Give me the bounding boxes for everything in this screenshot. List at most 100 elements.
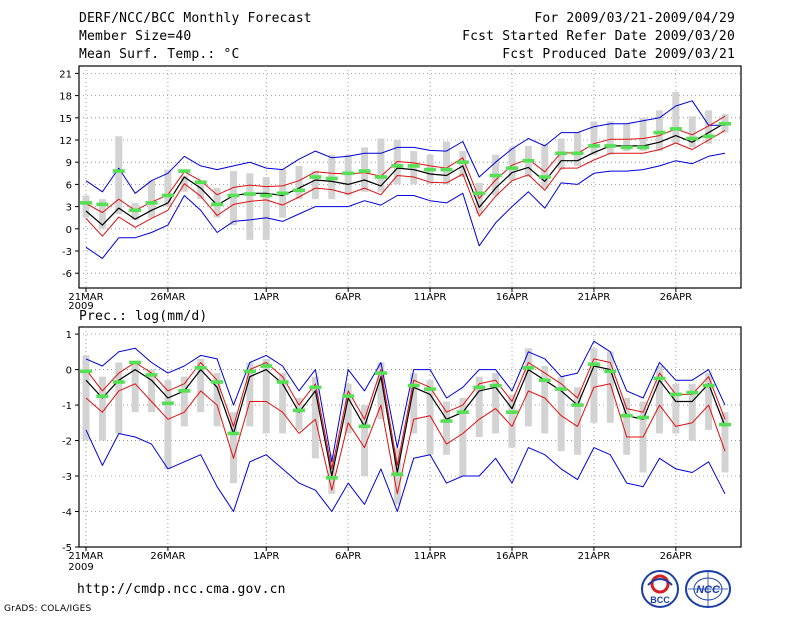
spread-box — [377, 138, 385, 192]
lower-inner-line — [85, 129, 726, 237]
median-marker — [587, 362, 600, 367]
x-tick-label: 21MAR — [68, 292, 103, 303]
median-marker — [129, 208, 142, 213]
forecast-started-date: Fcst Started Refer Date 2009/03/20 — [462, 29, 735, 44]
y-tick-label: 12 — [59, 136, 72, 147]
y-tick-label: -5 — [62, 543, 72, 554]
median-marker — [112, 169, 125, 173]
spread-box — [262, 177, 270, 240]
median-marker — [391, 472, 404, 477]
spread-box — [688, 383, 696, 441]
median-marker — [243, 192, 256, 196]
median-marker — [374, 371, 387, 375]
median-marker — [456, 160, 469, 164]
median-marker — [145, 373, 158, 377]
median-marker — [440, 167, 453, 172]
median-marker — [194, 366, 207, 370]
median-marker — [309, 175, 322, 179]
spread-box — [459, 397, 467, 477]
median-marker — [276, 380, 289, 384]
ncc-logo: NCC — [685, 570, 731, 608]
mean-line — [85, 365, 726, 477]
spread-box — [688, 116, 696, 148]
spread-box — [361, 405, 369, 477]
spread-box — [426, 380, 434, 455]
median-marker — [227, 431, 240, 436]
spread-box — [606, 121, 614, 155]
median-marker — [407, 164, 420, 168]
spread-box — [672, 383, 680, 434]
x-tick-label: 21APR — [578, 551, 611, 562]
spread-box — [164, 169, 172, 207]
x-tick-label: 26APR — [660, 292, 693, 303]
member-size: Member Size=40 — [79, 29, 192, 44]
median-marker — [686, 390, 699, 395]
spread-box — [672, 91, 680, 144]
median-marker — [112, 380, 125, 384]
spread-box — [229, 171, 237, 226]
x-tick-label: 16APR — [496, 292, 529, 303]
x-tick-label: 26MAR — [150, 292, 185, 303]
spread-box — [590, 121, 598, 155]
median-marker — [489, 173, 502, 178]
spread-box — [541, 143, 549, 189]
spread-box — [655, 110, 663, 152]
median-marker — [243, 369, 256, 374]
spread-box — [655, 366, 663, 434]
median-marker — [555, 151, 568, 156]
x-tick-label: 1APR — [253, 551, 279, 562]
median-marker — [145, 201, 158, 205]
spread-box — [508, 147, 516, 181]
variable-label-temp: Mean Surf. Temp.: °C — [79, 47, 240, 62]
median-marker — [604, 144, 617, 148]
spread-box — [623, 123, 631, 152]
median-marker — [604, 369, 617, 374]
upper-inner-line — [85, 115, 726, 213]
y-tick-label: -2 — [62, 437, 72, 448]
median-marker — [440, 419, 453, 423]
median-marker — [194, 180, 207, 184]
y-tick-label: 0 — [66, 366, 72, 377]
median-marker — [506, 166, 518, 170]
x-tick-label: 26APR — [660, 551, 693, 562]
spread-box — [442, 401, 450, 455]
median-marker — [178, 389, 191, 393]
upper-inner-line — [85, 358, 726, 470]
x-tick-label: 6APR — [335, 551, 361, 562]
spread-box — [148, 369, 156, 413]
y-tick-label: 1 — [66, 330, 72, 341]
median-marker — [260, 364, 273, 368]
median-marker — [686, 136, 699, 141]
median-marker — [522, 366, 535, 370]
median-marker — [424, 387, 437, 391]
median-marker — [358, 169, 371, 173]
median-marker — [424, 167, 437, 172]
median-marker — [374, 175, 387, 179]
mean-line — [85, 122, 726, 226]
median-marker — [571, 151, 584, 156]
spread-box — [721, 412, 729, 473]
spread-box — [475, 376, 483, 437]
x-tick-label: 21MAR — [68, 551, 103, 562]
y-tick-label: -1 — [62, 401, 72, 412]
spread-box — [344, 154, 352, 196]
spread-box — [639, 117, 647, 152]
spread-box — [311, 376, 319, 459]
spread-box — [574, 387, 582, 455]
spread-box — [229, 412, 237, 484]
spread-box — [590, 348, 598, 423]
source-url[interactable]: http://cmdp.ncc.cma.gov.cn — [77, 582, 286, 597]
median-marker — [211, 380, 224, 384]
temperature-panel: -6 -3 0 3 6 9 12 15 18 21 21MAR 26MAR 1APR 6APR 11APR 1… — [59, 65, 742, 312]
spread-box — [524, 348, 532, 427]
spread-box — [623, 397, 631, 455]
median-marker — [506, 410, 518, 414]
spread-box — [197, 182, 205, 200]
median-marker — [620, 145, 633, 150]
bcc-logo: BCC — [641, 570, 679, 608]
spread-box — [606, 351, 614, 423]
spread-box — [377, 362, 385, 420]
grads-credit: GrADS: COLA/IGES — [4, 604, 92, 614]
spread-box — [82, 355, 90, 441]
median-marker — [489, 383, 502, 388]
